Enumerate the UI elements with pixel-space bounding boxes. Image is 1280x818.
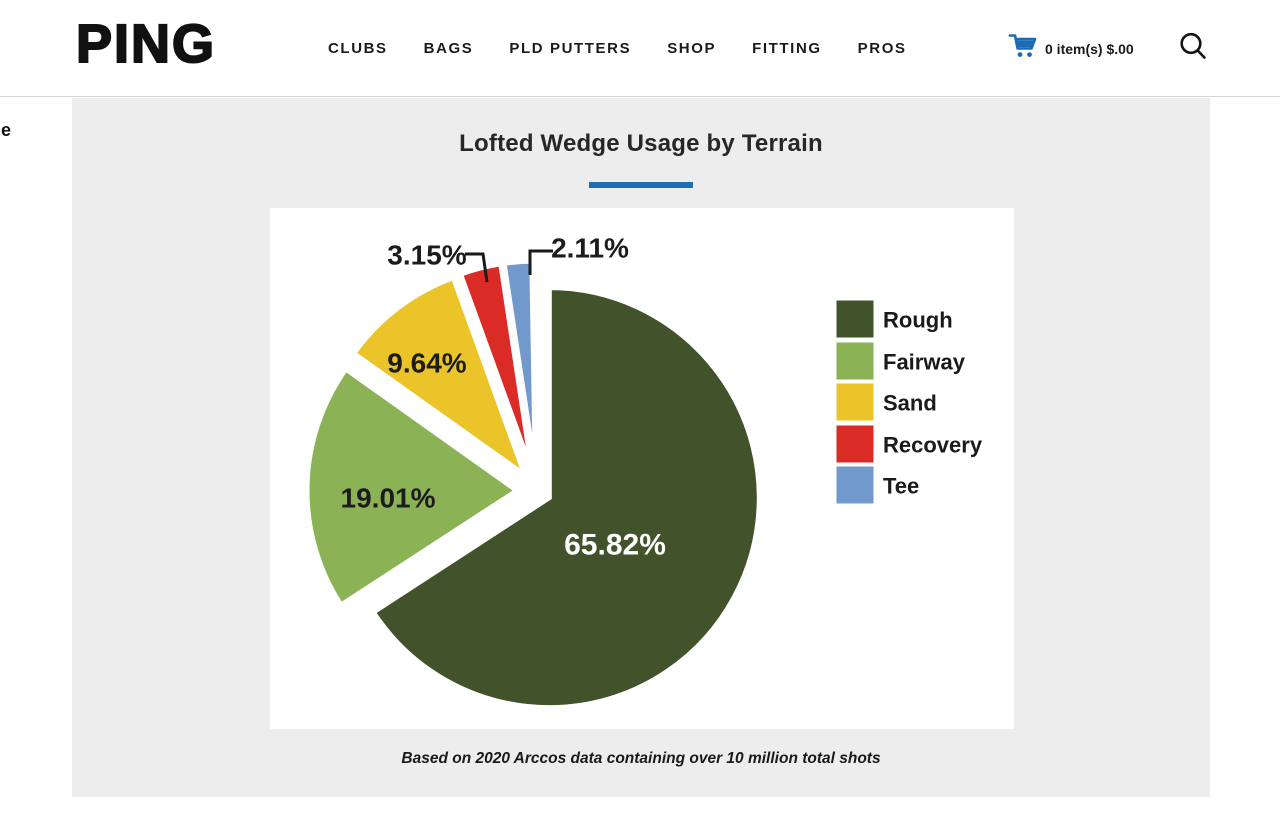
pie-label-recovery: 3.15%: [387, 240, 466, 271]
chart-card: 65.82% 19.01% 9.64% 3.15% 2.11% Rough Fairway S…: [270, 208, 1014, 729]
cart-count-label: 0 item(s) $.00: [1045, 40, 1134, 57]
legend-swatch-rough: [835, 299, 875, 339]
legend-label-sand: Sand: [883, 391, 937, 416]
main-nav: CLUBS BAGS PLD PUTTERS SHOP FITTING PROS: [328, 0, 907, 97]
pie-label-sand: 9.64%: [387, 348, 466, 379]
nav-item-shop[interactable]: SHOP: [667, 40, 717, 57]
legend-swatch-tee: [835, 465, 875, 505]
legend-swatch-fairway: [835, 341, 875, 381]
pie-slice-fairway: [304, 365, 522, 609]
legend-swatch-recovery: [835, 424, 875, 464]
leader-line-tee: [528, 249, 553, 275]
legend-label-rough: Rough: [883, 308, 953, 333]
ping-logo[interactable]: PING: [75, 14, 217, 74]
nav-item-pld-putters[interactable]: PLD PUTTERS: [509, 40, 632, 57]
legend-label-tee: Tee: [883, 474, 919, 499]
pie-slice-tee: [501, 258, 538, 472]
nav-item-clubs[interactable]: CLUBS: [328, 40, 388, 57]
chart-title: Lofted Wedge Usage by Terrain: [459, 130, 823, 157]
content-panel: Lofted Wedge Usage by Terrain 65.82% 19.0…: [72, 98, 1210, 797]
pie-slice-recovery: [457, 261, 535, 473]
pie-chart: 65.82% 19.01% 9.64% 3.15% 2.11% Rough Fairway S…: [304, 233, 983, 711]
pie-label-rough: 65.82%: [564, 529, 666, 562]
left-edge-text-fragment: e: [1, 120, 12, 140]
search-icon: [1180, 32, 1206, 59]
pie-slice-rough: [369, 285, 762, 711]
pie-label-tee: 2.11%: [551, 233, 629, 264]
pie-slice-sand: [350, 274, 530, 482]
leader-line-recovery: [465, 252, 489, 283]
legend-swatch-sand: [835, 382, 875, 422]
top-nav-bar: PING CLUBS BAGS PLD PUTTERS SHOP FITTING PROS…: [0, 0, 1280, 97]
legend-label-fairway: Fairway: [883, 350, 966, 375]
legend-label-recovery: Recovery: [883, 433, 983, 458]
cart-icon: [1008, 32, 1038, 65]
nav-item-bags[interactable]: BAGS: [423, 40, 474, 57]
pie-label-fairway: 19.01%: [341, 483, 436, 514]
nav-item-pros[interactable]: PROS: [857, 40, 907, 57]
nav-item-fitting[interactable]: FITTING: [752, 40, 822, 57]
cart-button[interactable]: 0 item(s) $.00: [1008, 0, 1134, 97]
search-button[interactable]: [1178, 31, 1208, 63]
chart-caption: Based on 2020 Arccos data containing ove…: [401, 750, 881, 767]
title-underline-accent: [589, 182, 693, 188]
